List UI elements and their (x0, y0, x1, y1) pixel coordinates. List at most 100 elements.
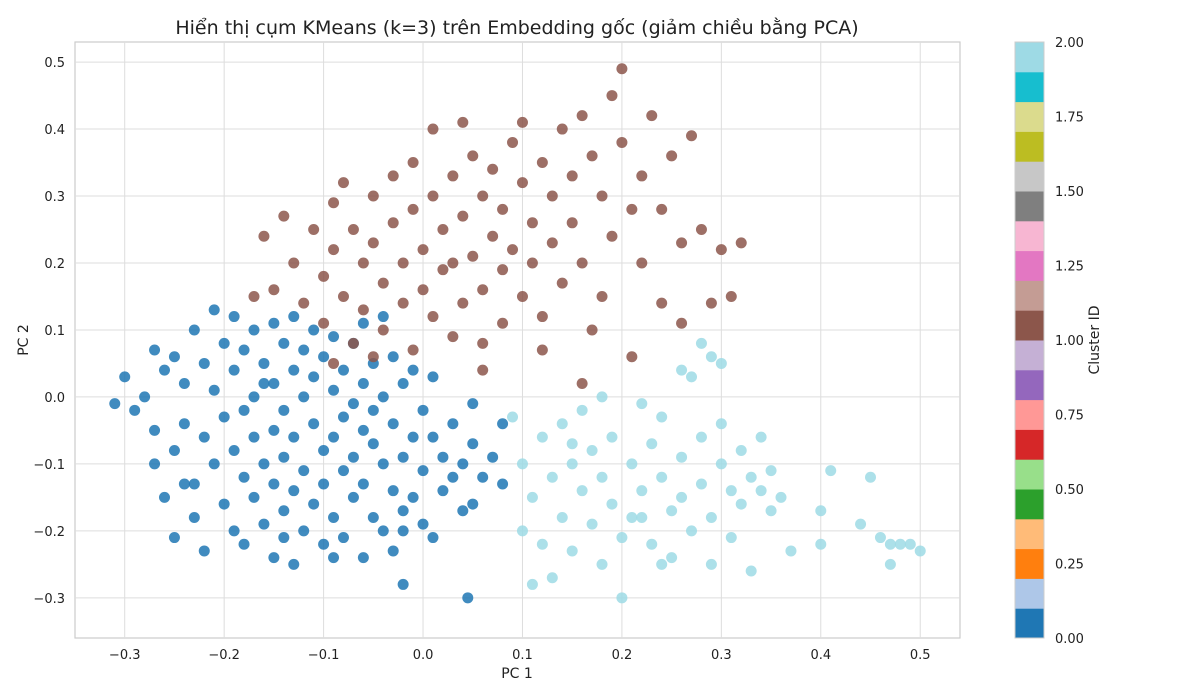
cluster-2-point (636, 511, 648, 523)
cluster-0-point (149, 344, 161, 356)
cluster-1-point (497, 317, 509, 329)
cluster-0-point (457, 505, 469, 517)
cluster-0-point (328, 384, 340, 396)
cluster-2-point (536, 431, 548, 443)
cluster-2-point (606, 498, 618, 510)
cluster-1-point (447, 331, 459, 343)
cluster-1-point (536, 157, 548, 169)
cluster-0-point (278, 451, 290, 463)
cluster-0-point (397, 525, 409, 537)
cluster-2-point (666, 505, 678, 517)
cluster-2-point (646, 438, 658, 450)
cluster-1-point (636, 170, 648, 182)
cluster-2-point (725, 485, 737, 497)
cluster-0-point (168, 532, 180, 544)
cluster-1-point (278, 210, 290, 222)
cluster-1-point (477, 190, 489, 202)
cluster-1-point (258, 230, 270, 242)
cluster-0-point (357, 317, 369, 329)
cluster-1-point (626, 203, 638, 215)
cluster-1-point (656, 297, 668, 309)
cluster-2-point (516, 525, 528, 537)
cluster-2-point (765, 505, 777, 517)
cluster-1-point (536, 344, 548, 356)
cluster-0-point (288, 485, 300, 497)
cluster-1-point (546, 190, 558, 202)
cluster-1-point (357, 304, 369, 316)
cluster-0-point (298, 525, 310, 537)
cluster-2-point (735, 444, 747, 456)
x-tick-label: 0.0 (413, 648, 434, 663)
cluster-2-point (884, 558, 896, 570)
cluster-0-point (357, 478, 369, 490)
colorbar-segment (1015, 399, 1044, 430)
x-tick-label: 0.5 (910, 648, 931, 663)
colorbar-ticks: 0.00 0.25 0.50 0.75 1.00 1.25 1.50 1.75 2.00 (1055, 36, 1084, 647)
cluster-1-point (367, 237, 379, 249)
cluster-1-point (298, 297, 310, 309)
cluster-2-point (566, 545, 578, 557)
cluster-0-point (357, 552, 369, 564)
cluster-1-point (526, 217, 538, 229)
cluster-0-point (407, 364, 419, 376)
cluster-1-point (387, 217, 399, 229)
cluster-0-point (218, 498, 230, 510)
cluster-2-point (865, 471, 877, 483)
x-tick-label: −0.3 (109, 648, 141, 663)
cluster-0-point (377, 311, 389, 323)
cluster-0-point (228, 525, 240, 537)
x-tick-label: −0.2 (208, 648, 240, 663)
cluster-1-point (328, 357, 340, 369)
colorbar-segment (1015, 608, 1044, 639)
cluster-2-point (775, 491, 787, 503)
cluster-2-point (745, 471, 757, 483)
colorbar-segment (1015, 42, 1044, 73)
y-tick-label: −0.1 (33, 458, 65, 473)
cluster-2-point (874, 532, 886, 544)
y-tick-label: 0.4 (44, 123, 65, 138)
cluster-1-point (656, 203, 668, 215)
cluster-0-point (208, 384, 220, 396)
cluster-1-point (427, 190, 439, 202)
cluster-0-point (377, 458, 389, 470)
cluster-0-point (308, 418, 320, 430)
colorbar-segment (1015, 369, 1044, 401)
cluster-1-point (556, 277, 568, 289)
cluster-2-point (686, 525, 698, 537)
cluster-2-point (884, 538, 896, 550)
colorbar-tick-label: 1.00 (1055, 334, 1084, 349)
colorbar-frame (1014, 41, 1045, 639)
colorbar-tick-label: 1.25 (1055, 260, 1084, 275)
cluster-2-point (705, 351, 717, 363)
cluster-0-point (248, 491, 260, 503)
cluster-0-point (337, 411, 349, 423)
cluster-1-point (337, 177, 349, 189)
cluster-1-point (616, 136, 628, 148)
colorbar-segment (1015, 220, 1044, 252)
cluster-0-point (218, 411, 230, 423)
cluster-2-point (576, 404, 588, 416)
cluster-2-point (616, 532, 628, 544)
cluster-2-point (725, 532, 737, 544)
cluster-0-point (347, 451, 359, 463)
cluster-0-point (487, 451, 499, 463)
colorbar (1014, 41, 1045, 639)
cluster-1-point (705, 297, 717, 309)
colorbar-tick-label: 0.75 (1055, 409, 1084, 424)
cluster-0-point (357, 424, 369, 436)
colorbar-segment (1015, 280, 1044, 311)
cluster-0-point (149, 458, 161, 470)
cluster-0-point (328, 331, 340, 343)
cluster-1-point (437, 264, 449, 276)
cluster-0-point (437, 485, 449, 497)
cluster-1-point (427, 311, 439, 323)
cluster-0-point (198, 545, 210, 557)
cluster-0-point (208, 304, 220, 316)
y-tick-label: 0.2 (44, 257, 65, 272)
cluster-0-point (427, 371, 439, 383)
cluster-1-point (546, 237, 558, 249)
cluster-2-point (566, 438, 578, 450)
cluster-0-point (258, 518, 270, 530)
cluster-1-point (357, 257, 369, 269)
cluster-0-point (308, 371, 320, 383)
